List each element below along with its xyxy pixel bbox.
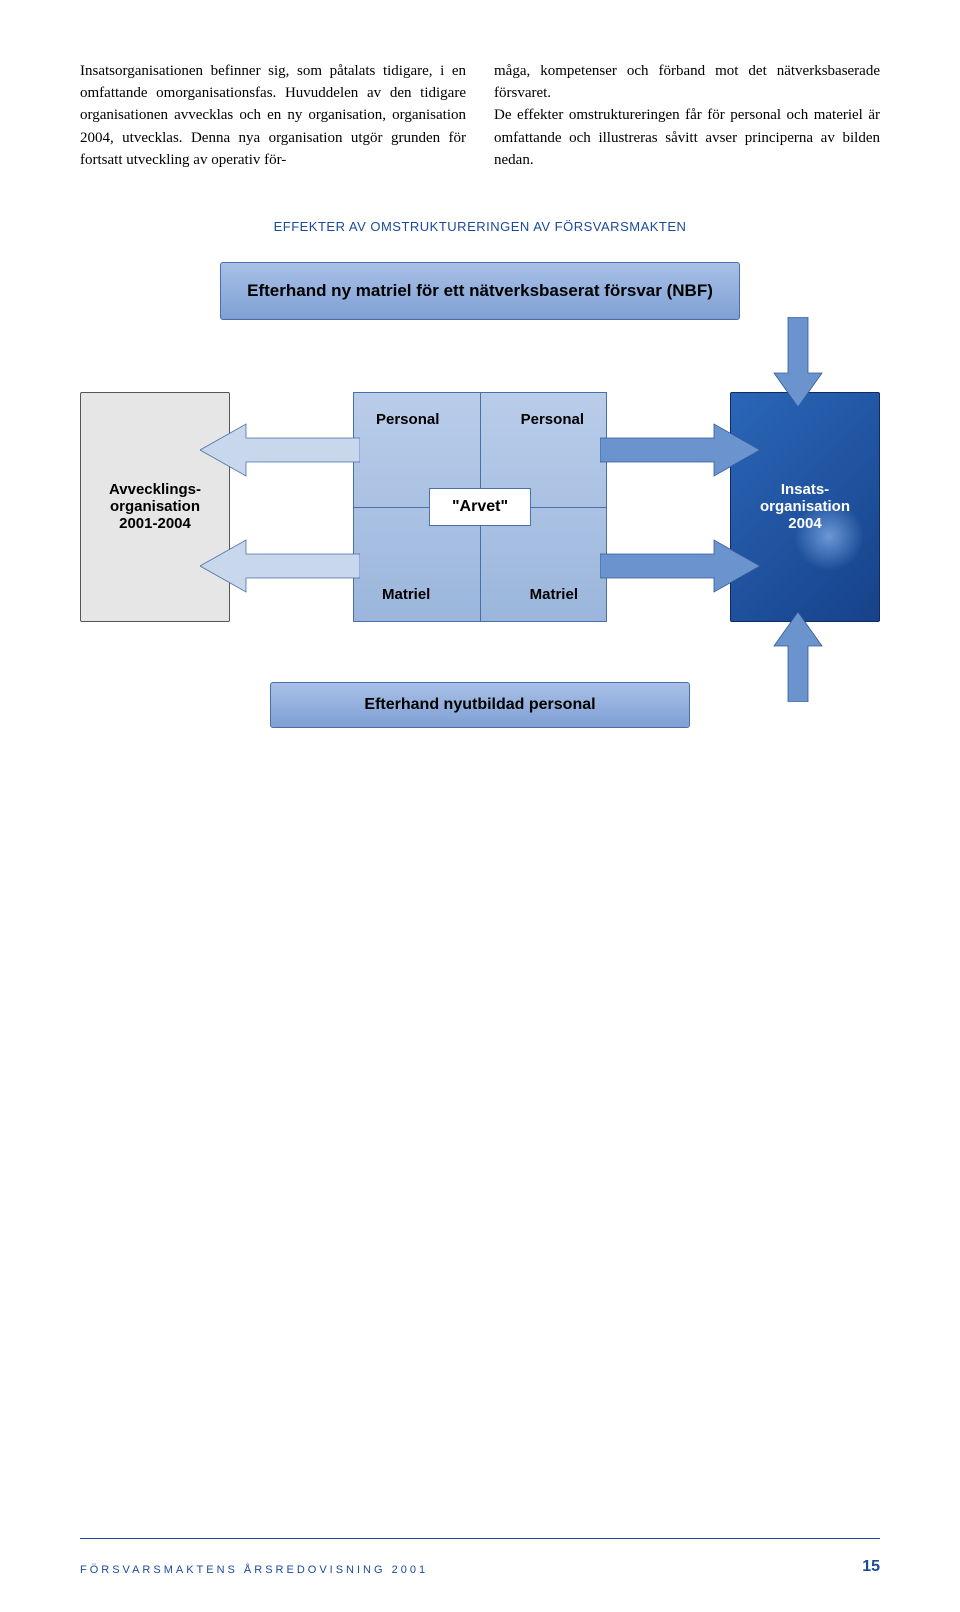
footer-left: FÖRSVARSMAKTENS ÅRSREDOVISNING 2001 [80, 1564, 428, 1576]
stage-left-line2: organisation [110, 498, 200, 515]
diagram-title: EFFEKTER AV OMSTRUKTURERINGEN AV FÖRSVAR… [80, 219, 880, 234]
arrow-right-bottom-icon [600, 534, 760, 598]
banner-top-label: Efterhand ny matriel för ett nätverksbas… [247, 281, 713, 301]
page: Insatsorganisationen befinner sig, som p… [0, 0, 960, 1612]
banner-bottom: Efterhand nyutbildad personal [270, 682, 690, 728]
banner-bottom-label: Efterhand nyutbildad personal [364, 696, 595, 714]
arrow-up-bottom-icon [770, 612, 826, 702]
arrow-left-bottom-icon [200, 534, 360, 598]
footer-page-number: 15 [862, 1558, 880, 1576]
banner-top-box: Efterhand ny matriel för ett nätverksbas… [220, 262, 740, 320]
body-col-left: Insatsorganisationen befinner sig, som p… [80, 60, 466, 171]
stage-right-line1: Insats- [781, 481, 829, 498]
body-col-right: måga, kompetenser och förband mot det nä… [494, 60, 880, 171]
center-label-tr: Personal [521, 411, 584, 428]
stage-right-text: Insats- organisation 2004 [760, 481, 850, 532]
stage-left-line1: Avvecklings- [109, 481, 201, 498]
center-block: Personal Personal Matriel Matriel "Arvet… [353, 392, 607, 622]
arrow-left-top-icon [200, 418, 360, 482]
footer-rule [80, 1538, 880, 1539]
stage-right-line3: 2004 [788, 515, 821, 532]
arrow-down-top-icon [770, 317, 826, 407]
center-arvet: "Arvet" [429, 488, 531, 526]
center-label-bl: Matriel [382, 586, 430, 603]
arrow-right-top-icon [600, 418, 760, 482]
banner-top: Efterhand ny matriel för ett nätverksbas… [220, 262, 740, 320]
center-label-tl: Personal [376, 411, 439, 428]
banner-bottom-box: Efterhand nyutbildad personal [270, 682, 690, 728]
footer: FÖRSVARSMAKTENS ÅRSREDOVISNING 2001 15 [80, 1558, 880, 1576]
body-columns: Insatsorganisationen befinner sig, som p… [80, 60, 880, 171]
diagram: Efterhand ny matriel för ett nätverksbas… [80, 262, 880, 782]
stage-left-line3: 2001-2004 [119, 515, 191, 532]
stage-right-line2: organisation [760, 498, 850, 515]
stage-left-text: Avvecklings- organisation 2001-2004 [109, 481, 201, 532]
center-label-br: Matriel [530, 586, 578, 603]
